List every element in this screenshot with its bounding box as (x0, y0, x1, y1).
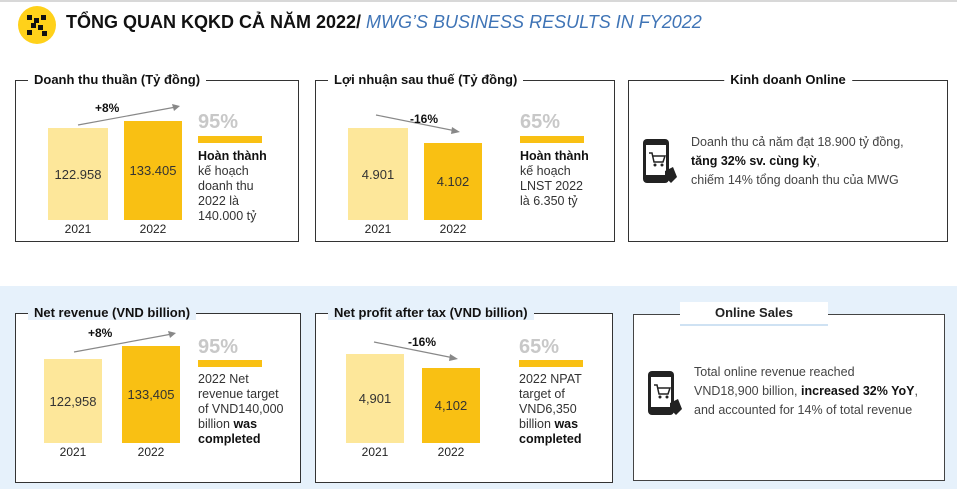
mwg-logo-icon (18, 6, 56, 44)
vn-profit-title: Lợi nhuận sau thuế (Tỷ đồng) (328, 72, 524, 87)
note-bold: completed (198, 432, 261, 446)
vn-profit-pct: 65% (520, 111, 561, 133)
phone-cart-icon (643, 139, 677, 183)
note-line: LNST 2022 (520, 179, 584, 193)
online-line: chiếm 14% tổng doanh thu của MWG (691, 173, 899, 187)
en-revenue-card: Net revenue (VND billion) +8% 122,958 13… (15, 305, 301, 483)
vn-profit-note: Hoàn thành kế hoạch LNST 2022 là 6.350 t… (520, 149, 589, 209)
en-profit-year-2021: 2021 (361, 445, 389, 459)
note-line: kế hoạch (198, 164, 249, 178)
page-title: TỔNG QUAN KQKD CẢ NĂM 2022/ MWG’S BUSINE… (66, 12, 702, 33)
en-revenue-year-2021: 2021 (59, 445, 87, 459)
online-line: Doanh thu cả năm đạt 18.900 tỷ đồng, (691, 135, 904, 149)
note-line: là 6.350 tỷ (520, 194, 578, 208)
vn-profit-note-bold: Hoàn thành (520, 149, 589, 163)
english-section: Net revenue (VND billion) +8% 122,958 13… (0, 286, 957, 489)
vn-revenue-year-2021: 2021 (64, 222, 92, 236)
title-vn: TỔNG QUAN KQKD CẢ NĂM 2022/ (66, 12, 362, 32)
vn-revenue-bar-2021: 122.958 (48, 128, 108, 220)
online-line: VND18,900 billion, (694, 384, 802, 398)
note-line: of VND140,000 (198, 402, 284, 416)
vn-revenue-bar-2022: 133.405 (124, 121, 182, 220)
decline-arrow-icon (375, 114, 460, 134)
note-line: VND6,350 (519, 402, 577, 416)
top-divider (0, 0, 957, 2)
en-profit-card: Net profit after tax (VND billion) -16% … (315, 305, 613, 483)
vn-profit-bar-2022: 4.102 (424, 143, 482, 220)
vn-profit-bar-2021: 4.901 (348, 128, 408, 220)
en-revenue-year-2022: 2022 (137, 445, 165, 459)
note-line: 2022 Net (198, 372, 249, 386)
en-online-title: Online Sales (680, 302, 828, 326)
vn-revenue-growth: +8% (95, 101, 120, 115)
vn-profit-pct-bar (520, 136, 584, 143)
note-line: billion (198, 417, 230, 431)
vn-profit-card: Lợi nhuận sau thuế (Tỷ đồng) -16% 4.901 … (315, 72, 615, 242)
vn-revenue-pct: 95% (198, 111, 239, 133)
vn-revenue-card: Doanh thu thuần (Tỷ đồng) +8% 122.958 13… (15, 72, 299, 242)
note-line: kế hoạch (520, 164, 571, 178)
note-line: 2022 NPAT (519, 372, 582, 386)
en-revenue-note: 2022 Net revenue target of VND140,000 bi… (198, 372, 283, 447)
note-line: revenue target (198, 387, 279, 401)
en-profit-bar-2021: 4,901 (346, 354, 404, 443)
vn-revenue-note-bold: Hoàn thành (198, 149, 267, 163)
title-en: MWG’S BUSINESS RESULTS IN FY2022 (366, 12, 702, 32)
en-profit-note: 2022 NPAT target of VND6,350 billion was… (519, 372, 582, 447)
online-line: , (914, 384, 918, 398)
vn-profit-growth: -16% (410, 112, 439, 126)
online-highlight: tăng 32% sv. cùng kỳ (691, 154, 817, 168)
decline-arrow-icon (373, 341, 458, 361)
vn-profit-year-2022: 2022 (439, 222, 467, 236)
note-bold: was (233, 417, 258, 431)
online-line: and accounted for 14% of total revenue (694, 403, 913, 417)
vn-revenue-note: Hoàn thành kế hoạch doanh thu 2022 là 14… (198, 149, 267, 224)
online-highlight: increased 32% YoY (801, 384, 915, 398)
note-bold: was (554, 417, 579, 431)
vn-online-text: Doanh thu cả năm đạt 18.900 tỷ đồng, tăn… (691, 133, 904, 190)
phone-cart-icon (648, 371, 682, 415)
growth-arrow-icon (73, 331, 176, 353)
vn-revenue-title: Doanh thu thuần (Tỷ đồng) (28, 72, 207, 87)
en-revenue-pct-bar (198, 360, 262, 367)
en-profit-bar-2022: 4,102 (422, 368, 480, 443)
en-revenue-pct: 95% (198, 336, 239, 358)
en-revenue-growth: +8% (88, 326, 113, 340)
growth-arrow-icon (77, 104, 180, 126)
en-online-text: Total online revenue reached VND18,900 b… (694, 363, 918, 420)
online-line: , (816, 154, 820, 168)
en-revenue-bar-2022: 133,405 (122, 346, 180, 443)
vn-profit-year-2021: 2021 (364, 222, 392, 236)
online-line: Total online revenue reached (694, 365, 855, 379)
vn-online-card: Kinh doanh Online Doanh thu cả năm đạt 1… (628, 72, 948, 242)
note-line: billion (519, 417, 551, 431)
note-line: doanh thu (198, 179, 254, 193)
note-bold: completed (519, 432, 582, 446)
en-profit-growth: -16% (408, 335, 437, 349)
en-revenue-bar-2021: 122,958 (44, 359, 102, 443)
vn-revenue-year-2022: 2022 (139, 222, 167, 236)
en-profit-title: Net profit after tax (VND billion) (328, 305, 534, 320)
note-line: target of (519, 387, 565, 401)
en-revenue-title: Net revenue (VND billion) (28, 305, 197, 320)
en-profit-year-2022: 2022 (437, 445, 465, 459)
vn-online-title: Kinh doanh Online (724, 72, 852, 87)
en-online-card: Total online revenue reached VND18,900 b… (633, 314, 945, 481)
en-profit-pct: 65% (519, 336, 560, 358)
vn-revenue-pct-bar (198, 136, 262, 143)
note-line: 2022 là (198, 194, 240, 208)
en-profit-pct-bar (519, 360, 583, 367)
note-line: 140.000 tỷ (198, 209, 257, 223)
